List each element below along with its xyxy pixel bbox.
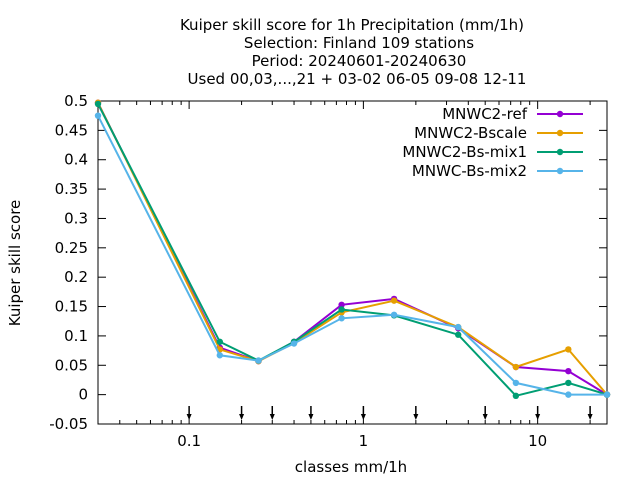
series-line bbox=[97, 102, 608, 396]
data-point bbox=[603, 391, 611, 398]
legend-label: MNWC2-Bs-mix1 bbox=[402, 143, 527, 161]
legend-marker bbox=[556, 167, 564, 175]
chart-title-line: Selection: Finland 109 stations bbox=[244, 34, 474, 52]
series-line bbox=[97, 115, 607, 396]
data-point bbox=[338, 306, 345, 313]
class-marker-arrowhead bbox=[186, 414, 192, 420]
class-marker-arrowhead bbox=[587, 414, 593, 420]
data-point bbox=[454, 323, 462, 331]
axes: -0.05 0 0.05 0.1 0.15 0.2 0.25 0.3 0.35 0.4 0.45 0.… bbox=[49, 92, 607, 450]
x-tick-label: 0.1 bbox=[177, 432, 201, 450]
y-axis-label: Kuiper skill score bbox=[6, 200, 24, 327]
data-point bbox=[338, 301, 345, 308]
data-point bbox=[216, 352, 224, 359]
y-tick-label: -0.05 bbox=[49, 415, 88, 433]
data-point bbox=[94, 100, 102, 108]
data-point bbox=[338, 315, 345, 322]
data-point bbox=[512, 379, 520, 387]
data-point bbox=[94, 112, 102, 119]
data-point bbox=[216, 338, 224, 345]
chart-title-line: Used 00,03,...,21 + 03-02 06-05 09-08 12… bbox=[188, 70, 527, 88]
data-point bbox=[565, 346, 572, 353]
legend-label: MNWC2-ref bbox=[442, 105, 527, 123]
class-marker-arrowhead bbox=[308, 414, 314, 420]
data-point bbox=[512, 392, 520, 400]
y-tick-label: 0.4 bbox=[64, 151, 88, 169]
data-point bbox=[290, 340, 298, 347]
y-tick-label: 0 bbox=[78, 386, 88, 404]
class-marker-arrowhead bbox=[360, 414, 366, 420]
y-tick-label: 0.1 bbox=[64, 327, 88, 345]
y-tick-label: 0.45 bbox=[55, 121, 88, 139]
class-marker-arrowhead bbox=[269, 414, 275, 420]
chart-title-line: Period: 20240601-20240630 bbox=[252, 52, 467, 70]
chart-title-line: Kuiper skill score for 1h Precipitation … bbox=[180, 16, 524, 34]
y-tick-label: 0.35 bbox=[55, 180, 88, 198]
y-tick-label: 0.15 bbox=[55, 298, 88, 316]
x-tick-label: 10 bbox=[528, 432, 547, 450]
y-tick-label: 0.5 bbox=[64, 92, 88, 110]
y-tick-label: 0.25 bbox=[55, 239, 88, 257]
x-tick-label: 1 bbox=[359, 432, 369, 450]
data-point bbox=[565, 367, 572, 375]
data-point bbox=[390, 297, 398, 304]
class-marker-arrowhead bbox=[535, 414, 541, 420]
class-marker-arrowhead bbox=[482, 414, 488, 420]
series bbox=[94, 99, 611, 400]
legend-marker bbox=[556, 129, 564, 137]
series-line bbox=[97, 102, 608, 396]
plot-frame bbox=[97, 100, 608, 425]
y-tick-label: 0.2 bbox=[64, 268, 88, 286]
legend-marker bbox=[556, 148, 564, 156]
chart-title: Kuiper skill score for 1h Precipitation … bbox=[180, 16, 527, 88]
data-point bbox=[565, 379, 572, 387]
legend: MNWC2-refMNWC2-BscaleMNWC2-Bs-mix1MNWC-B… bbox=[402, 105, 583, 180]
legend-label: MNWC-Bs-mix2 bbox=[412, 162, 527, 180]
data-point bbox=[512, 363, 520, 371]
series-line bbox=[97, 103, 608, 397]
legend-label: MNWC2-Bscale bbox=[414, 124, 527, 142]
x-axis-label: classes mm/1h bbox=[295, 458, 407, 476]
y-tick-label: 0.3 bbox=[64, 209, 88, 227]
data-point bbox=[454, 331, 462, 338]
data-point bbox=[390, 311, 398, 318]
class-marker-arrowhead bbox=[239, 414, 245, 420]
data-point bbox=[565, 391, 572, 398]
data-point bbox=[255, 357, 262, 364]
y-tick-label: 0.05 bbox=[55, 356, 88, 374]
legend-marker bbox=[556, 110, 564, 118]
class-marker-arrowhead bbox=[413, 414, 419, 420]
